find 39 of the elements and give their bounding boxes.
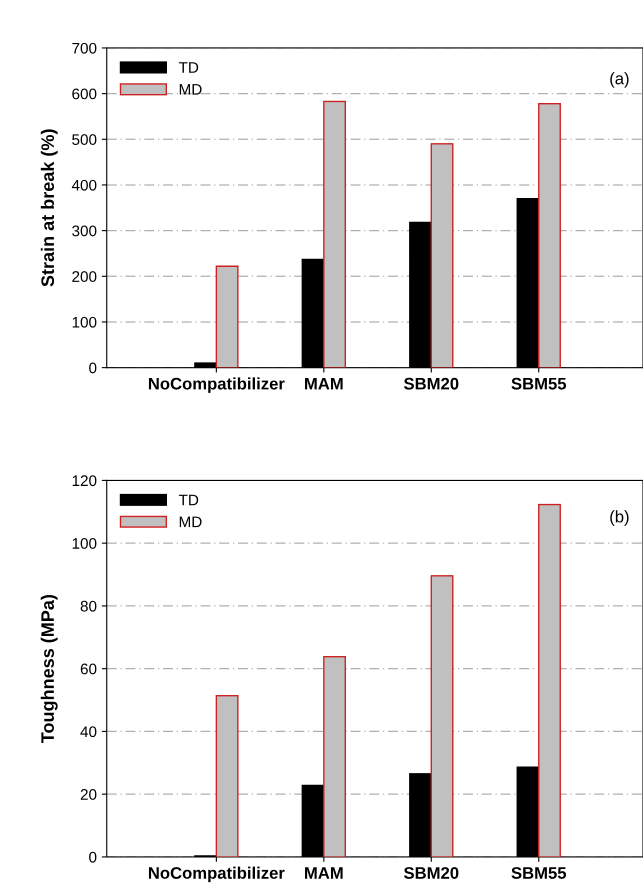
y-tick-label: 700 [72,42,96,54]
legend-label: MD [180,516,202,528]
y-axis-title: Toughness (MPa) [40,594,58,744]
y-tick-label: 400 [72,180,96,191]
x-tick-label: SBM55 [511,378,566,390]
bar [323,100,346,368]
y-tick-label: 500 [72,134,96,145]
x-tick-label: MAM [305,867,343,879]
legend-label: TD [178,494,198,506]
y-tick-label: 80 [80,600,96,612]
legend-label: TD [178,62,198,73]
legend-label: MD [180,84,202,95]
bar [538,504,561,857]
bar [430,143,454,368]
x-tick-label: SBM55 [511,867,566,879]
y-axis-title: Strain at break (%) [40,129,58,287]
y-tick-label: 20 [80,789,96,800]
y-tick-label: 40 [80,726,96,738]
y-tick-label: 300 [72,225,96,236]
y-tick-label: 100 [72,316,96,328]
y-tick-label: 120 [72,475,96,486]
y-tick-label: 200 [72,271,96,282]
annotation: (a) [610,72,629,88]
bar [538,102,561,368]
annotation: (b) [610,510,629,526]
y-tick-label: 0 [89,852,96,863]
y-tick-label: 60 [80,664,96,674]
x-tick-label: NoCompatibilizer [148,866,285,882]
bar [216,694,239,857]
x-tick-label: SBM20 [404,867,458,879]
bar [430,575,454,857]
bar [216,266,239,368]
y-tick-label: 0 [89,362,96,374]
y-tick-label: 100 [72,538,96,549]
x-tick-label: MAM [305,378,343,390]
x-tick-label: SBM20 [404,378,458,390]
bar [323,656,346,857]
y-tick-label: 600 [72,88,96,100]
x-tick-label: NoCompatibilizer [148,377,285,393]
